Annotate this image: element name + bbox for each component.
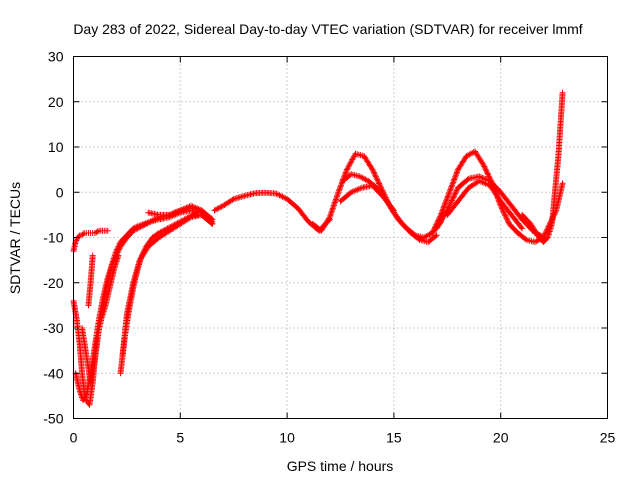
data-point-markers	[70, 227, 111, 255]
x-axis-title: GPS time / hours	[287, 458, 394, 474]
chart-title: Day 283 of 2022, Sidereal Day-to-day VTE…	[73, 21, 582, 37]
data-point-markers	[145, 202, 216, 223]
series-arc-p	[519, 89, 566, 245]
data-point-markers	[337, 182, 397, 214]
data-point-markers	[444, 177, 526, 232]
data-point-markers	[519, 89, 566, 245]
data-point-markers	[85, 252, 96, 309]
series-arc-f	[117, 211, 216, 377]
series-arc-m	[429, 148, 547, 245]
x-tick-label: 20	[493, 430, 509, 446]
y-tick-label: -50	[43, 411, 63, 427]
series-arc-l	[337, 182, 397, 214]
series-arc-h	[145, 202, 216, 223]
grid	[73, 56, 608, 419]
y-tick-label: 30	[48, 49, 64, 65]
y-tick-label: -20	[43, 275, 63, 291]
data-point-markers	[117, 211, 216, 377]
series-arc-q	[531, 180, 566, 241]
data-point-markers	[429, 148, 547, 245]
x-tick-label: 5	[176, 430, 184, 446]
x-tick-label: 10	[279, 430, 295, 446]
x-tick-label: 25	[600, 430, 616, 446]
y-tick-label: 20	[48, 94, 64, 110]
y-tick-label: 10	[48, 139, 64, 155]
series-arc-o	[444, 177, 526, 232]
data-point-markers	[433, 173, 547, 241]
series-arc-j	[309, 150, 444, 241]
series-arc-e	[85, 252, 96, 309]
data-point-markers	[531, 180, 566, 241]
axis-ticks: 0 5 10 15 20 25 -50 -40 -30 -20 -10 0 10 20 30	[43, 49, 615, 446]
data-point-markers	[309, 150, 444, 241]
data-point-markers	[119, 211, 216, 359]
series-arc-a	[70, 227, 111, 255]
x-tick-label: 0	[70, 430, 78, 446]
series-arc-n	[433, 173, 547, 241]
x-tick-label: 15	[386, 430, 402, 446]
y-tick-label: 0	[56, 184, 64, 200]
series-arc-g	[119, 211, 216, 359]
y-tick-label: -30	[43, 320, 63, 336]
y-tick-label: -40	[43, 365, 63, 381]
data-series	[70, 89, 566, 408]
y-tick-label: -10	[43, 230, 63, 246]
y-axis-title: SDTVAR / TECUs	[7, 182, 23, 294]
